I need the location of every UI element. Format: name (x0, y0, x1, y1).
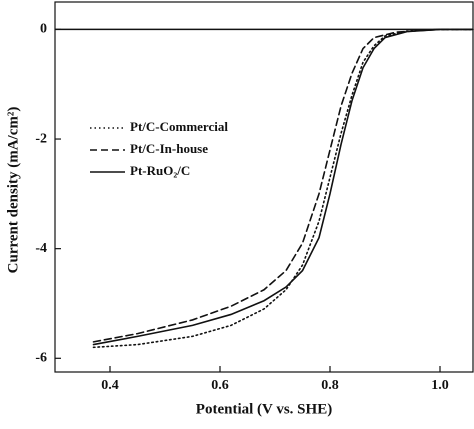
y-axis-label: Current density (mA/cm²) (5, 107, 21, 274)
x-axis-label: Potential (V vs. SHE) (196, 401, 332, 417)
y-tick-label: -2 (35, 131, 47, 146)
series-line (92, 28, 474, 349)
series-line (92, 28, 474, 346)
y-tick-label: -6 (35, 351, 47, 366)
legend-label: Pt/C-Commercial (130, 119, 228, 134)
x-tick-label: 0.6 (211, 378, 229, 393)
y-tick-label: -4 (35, 241, 47, 256)
series-line (92, 28, 474, 343)
legend-label: Pt-RuO₂/C (130, 163, 190, 178)
x-tick-label: 0.4 (101, 378, 119, 393)
y-tick-label: 0 (40, 22, 47, 37)
plot-frame (54, 1, 474, 373)
x-tick-label: 0.8 (321, 378, 339, 393)
x-tick-label: 1.0 (431, 378, 449, 393)
legend-label: Pt/C-In-house (130, 141, 208, 156)
